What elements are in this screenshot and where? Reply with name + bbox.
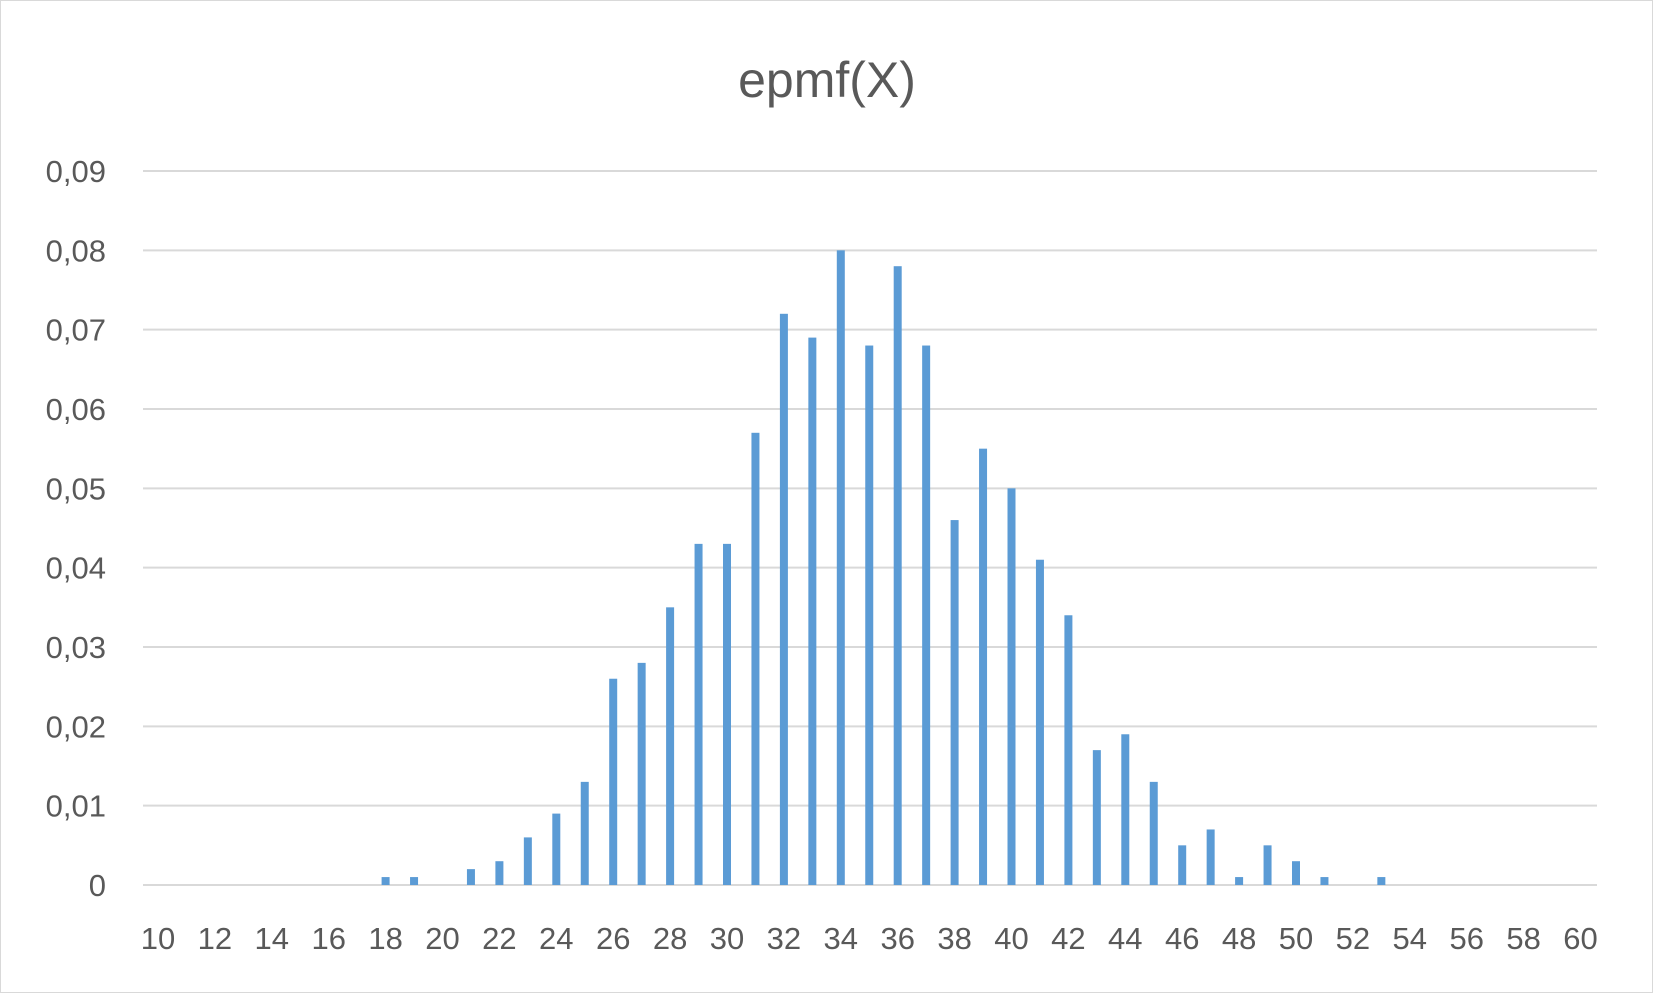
- x-tick-label: 18: [368, 921, 402, 956]
- bar-x-49: [1263, 845, 1272, 885]
- y-tick-label: 0,06: [46, 392, 106, 427]
- bar-x-44: [1121, 734, 1130, 885]
- bar-x-51: [1320, 877, 1329, 885]
- x-tick-label: 58: [1506, 921, 1540, 956]
- x-tick-label: 24: [539, 921, 573, 956]
- bar-x-46: [1178, 845, 1187, 885]
- x-tick-label: 20: [425, 921, 459, 956]
- x-tick-label: 30: [710, 921, 744, 956]
- bar-x-34: [836, 250, 845, 886]
- y-tick-label: 0,02: [46, 709, 106, 744]
- bar-x-47: [1206, 829, 1215, 885]
- x-tick-label: 12: [198, 921, 232, 956]
- x-tick-label: 42: [1051, 921, 1085, 956]
- x-tick-label: 60: [1563, 921, 1597, 956]
- chart-title: epmf(X): [738, 52, 916, 108]
- bar-x-45: [1149, 781, 1158, 885]
- y-tick-label: 0,08: [46, 233, 106, 268]
- bars: [381, 250, 1386, 886]
- x-tick-label: 14: [255, 921, 289, 956]
- bar-x-32: [779, 313, 788, 885]
- bar-x-40: [1007, 488, 1016, 885]
- bar-x-41: [1035, 559, 1044, 885]
- bar-x-42: [1064, 615, 1073, 885]
- x-tick-label: 48: [1222, 921, 1256, 956]
- y-tick-label: 0,07: [46, 313, 106, 348]
- y-tick-label: 0: [89, 868, 106, 903]
- bar-x-18: [381, 877, 390, 885]
- bar-x-33: [808, 337, 817, 886]
- bar-x-53: [1377, 877, 1386, 885]
- bar-x-50: [1292, 861, 1300, 885]
- x-tick-label: 52: [1336, 921, 1370, 956]
- x-axis-tick-labels: 10 12 14 16 18 20 22 24 26 28 30 32 34 36 38 40 42 44 46 48…: [141, 921, 1598, 956]
- y-tick-label: 0,05: [46, 471, 106, 506]
- bar-x-36: [893, 266, 902, 885]
- bar-x-25: [580, 781, 589, 885]
- bar-x-26: [609, 678, 618, 885]
- bar-x-23: [523, 837, 532, 885]
- x-tick-label: 10: [141, 921, 175, 956]
- x-tick-label: 38: [937, 921, 971, 956]
- y-axis-tick-labels: 0 0,01 0,02 0,03 0,04 0,05 0,06 0,07 0,08 0,09: [46, 154, 106, 903]
- x-tick-label: 36: [880, 921, 914, 956]
- bar-x-39: [979, 448, 988, 885]
- x-tick-label: 26: [596, 921, 630, 956]
- bar-x-43: [1092, 750, 1101, 885]
- x-tick-label: 16: [311, 921, 345, 956]
- x-tick-label: 50: [1279, 921, 1313, 956]
- bar-x-24: [552, 813, 561, 885]
- bar-x-38: [950, 520, 959, 885]
- bar-x-35: [865, 345, 874, 885]
- bar-x-48: [1235, 877, 1244, 885]
- y-tick-label: 0,01: [46, 789, 106, 824]
- y-tick-label: 0,04: [46, 551, 106, 586]
- x-tick-label: 44: [1108, 921, 1142, 956]
- x-tick-label: 54: [1393, 921, 1427, 956]
- x-tick-label: 28: [653, 921, 687, 956]
- y-tick-label: 0,03: [46, 630, 106, 665]
- y-tick-label: 0,09: [46, 154, 106, 189]
- bar-x-28: [666, 607, 675, 885]
- x-tick-label: 56: [1449, 921, 1483, 956]
- x-tick-label: 32: [767, 921, 801, 956]
- bar-x-27: [637, 662, 646, 885]
- bar-x-19: [410, 877, 419, 885]
- bar-x-31: [751, 432, 760, 885]
- x-tick-label: 34: [824, 921, 858, 956]
- x-tick-label: 40: [994, 921, 1028, 956]
- x-tick-label: 46: [1165, 921, 1199, 956]
- bar-x-30: [723, 543, 731, 885]
- bar-x-21: [466, 869, 475, 885]
- x-tick-label: 22: [482, 921, 516, 956]
- bar-x-22: [495, 861, 504, 885]
- bar-x-37: [922, 345, 931, 885]
- bar-x-29: [694, 543, 703, 885]
